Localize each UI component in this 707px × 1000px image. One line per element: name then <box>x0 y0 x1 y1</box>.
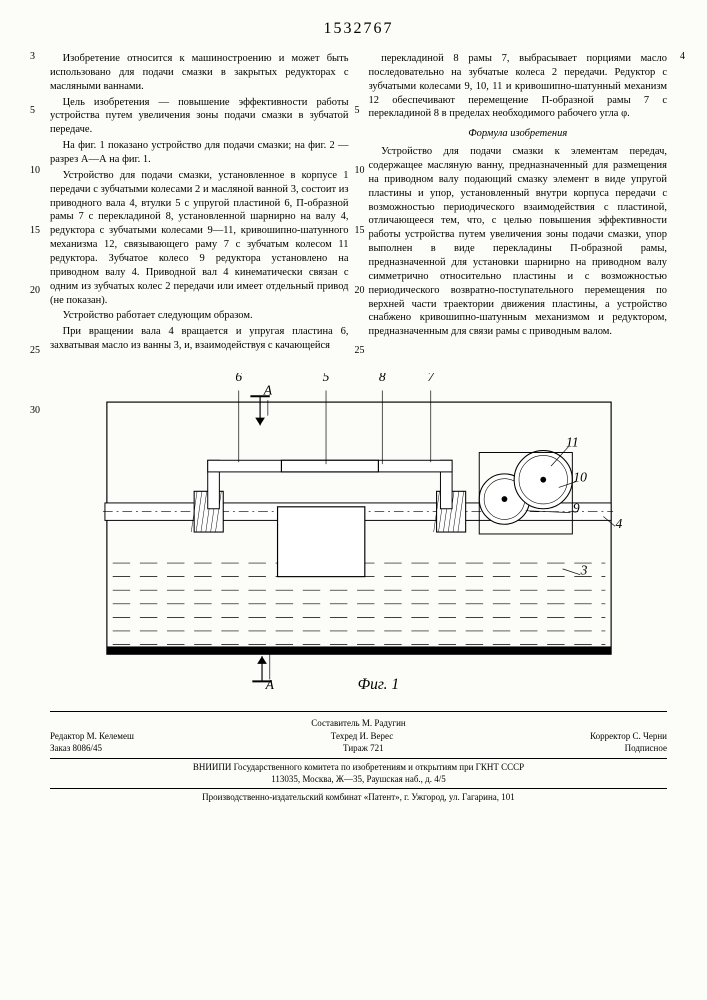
svg-text:10: 10 <box>573 470 587 485</box>
editor: Редактор М. Келемеш <box>50 731 134 743</box>
figure-1: A 6 5 8 7 11 10 9 4 3 A Фиг. 1 <box>50 373 667 693</box>
column-number-right: 4 <box>680 50 685 63</box>
line-number: 5 <box>30 104 35 117</box>
patent-number: 1532767 <box>50 20 667 38</box>
svg-text:9: 9 <box>572 501 579 516</box>
svg-text:A: A <box>262 382 272 397</box>
colophon: Составитель М. Радугин Редактор М. Келем… <box>50 711 667 804</box>
paragraph: При вращении вала 4 вращается и упругая … <box>50 325 349 353</box>
svg-text:8: 8 <box>378 373 385 384</box>
paragraph: Устройство для подачи смазки, установлен… <box>50 169 349 308</box>
line-number: 15 <box>355 224 365 237</box>
line-number: 5 <box>355 104 360 117</box>
line-number: 20 <box>30 284 40 297</box>
svg-text:4: 4 <box>615 516 622 531</box>
column-number-left: 3 <box>30 50 35 63</box>
figure-svg: A 6 5 8 7 11 10 9 4 3 A Фиг. 1 <box>79 373 639 693</box>
subscription: Подписное <box>625 743 667 755</box>
svg-text:5: 5 <box>322 373 329 384</box>
line-number: 10 <box>355 164 365 177</box>
vniipi: ВНИИПИ Государственного комитета по изоб… <box>50 762 667 774</box>
paragraph: Цель изобретения — повышение эффективнос… <box>50 96 349 138</box>
line-number: 30 <box>30 404 40 417</box>
svg-text:7: 7 <box>427 373 435 384</box>
line-number: 10 <box>30 164 40 177</box>
paragraph: Устройство работает следующим образом. <box>50 309 349 323</box>
techred: Техред И. Верес <box>331 731 393 743</box>
compositor: Составитель М. Радугин <box>50 718 667 730</box>
svg-text:11: 11 <box>566 435 579 450</box>
order-no: Заказ 8086/45 <box>50 743 102 755</box>
page: 1532767 3 5 10 15 20 25 30 Изобретение о… <box>0 0 707 1000</box>
line-number: 25 <box>355 344 365 357</box>
paragraph: перекладиной 8 рамы 7, выбрасывает порци… <box>369 52 668 121</box>
line-number: 20 <box>355 284 365 297</box>
formula-title: Формула изобретения <box>369 127 668 141</box>
circulation: Тираж 721 <box>343 743 384 755</box>
address-2: Производственно-издательский комбинат «П… <box>50 792 667 804</box>
text-columns: 3 5 10 15 20 25 30 Изобретение относится… <box>50 52 667 355</box>
corrector: Корректор С. Черни <box>590 731 667 743</box>
claim-paragraph: Устройство для подачи смазки к элементам… <box>369 145 668 339</box>
svg-text:A: A <box>264 677 274 692</box>
paragraph: На фиг. 1 показано устройство для подачи… <box>50 139 349 167</box>
svg-text:6: 6 <box>235 373 242 384</box>
address-1: 113035, Москва, Ж—35, Раушская наб., д. … <box>50 774 667 786</box>
line-number: 25 <box>30 344 40 357</box>
column-right: 4 5 10 15 20 25 перекладиной 8 рамы 7, в… <box>369 52 668 355</box>
svg-text:3: 3 <box>579 563 587 578</box>
svg-text:Фиг. 1: Фиг. 1 <box>357 676 399 693</box>
line-number: 15 <box>30 224 40 237</box>
column-left: 3 5 10 15 20 25 30 Изобретение относится… <box>50 52 349 355</box>
paragraph: Изобретение относится к машиностроению и… <box>50 52 349 94</box>
